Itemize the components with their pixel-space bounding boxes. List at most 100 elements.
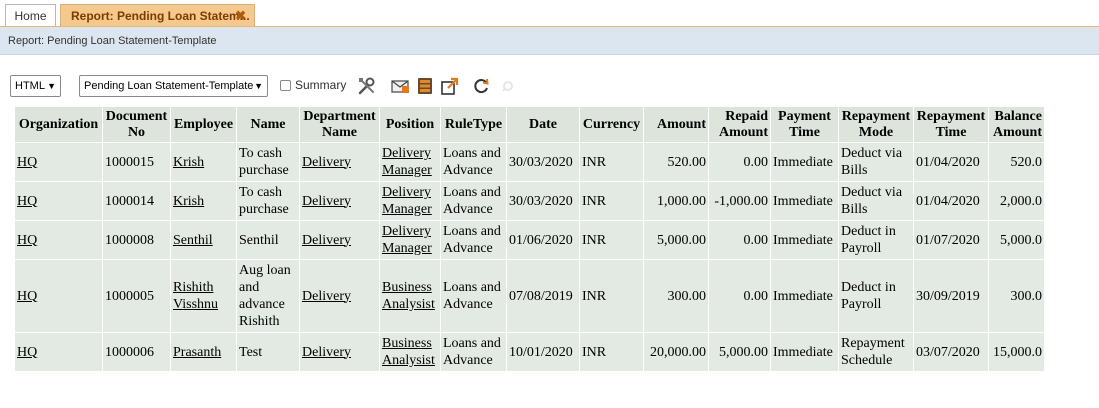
template-select[interactable]: Pending Loan Statement-Template ▼ [79, 75, 268, 97]
tab-divider [0, 26, 1099, 27]
amount-cell: 520.00 [643, 142, 709, 182]
department-link[interactable]: Delivery [299, 181, 380, 221]
position-link[interactable]: Delivery Manager [379, 142, 441, 182]
column-header: Payment Time [770, 106, 839, 143]
employee-link[interactable]: Krish [170, 181, 237, 221]
column-header: Amount [643, 106, 709, 143]
currency-cell: INR [579, 181, 644, 221]
column-header: Repayment Time [913, 106, 989, 143]
payment-time-cell: Immediate [770, 142, 839, 182]
report-toolbar: HTML ▼ Pending Loan Statement-Template ▼… [0, 70, 1099, 102]
template-select-value: Pending Loan Statement-Template [84, 80, 254, 92]
close-icon[interactable]: ✖ [235, 8, 246, 23]
column-header: RuleType [440, 106, 507, 143]
repayment-mode-cell: Repayment Schedule [838, 332, 914, 372]
amount-cell: 20,000.00 [643, 332, 709, 372]
table-row: HQ 1000014 Krish To cash purchase Delive… [14, 181, 1045, 221]
currency-cell: INR [579, 142, 644, 182]
refresh-icon[interactable] [471, 76, 491, 96]
department-link[interactable]: Delivery [299, 332, 380, 372]
payment-time-cell: Immediate [770, 181, 839, 221]
organization-link[interactable]: HQ [14, 181, 103, 221]
chevron-down-icon: ▼ [254, 81, 263, 91]
tools-icon[interactable] [357, 76, 377, 96]
column-header: Balance Amount [988, 106, 1045, 143]
repayment-time-cell: 03/07/2020 [913, 332, 989, 372]
amount-cell: 300.00 [643, 259, 709, 333]
table-header-row: Organization Document No Employee Name D… [14, 106, 1045, 143]
rule-type-cell: Loans and Advance [440, 142, 507, 182]
payment-time-cell: Immediate [770, 259, 839, 333]
repayment-mode-cell: Deduct via Bills [838, 142, 914, 182]
name-cell: Senthil [236, 220, 300, 260]
repaid-amount-cell: 0.00 [708, 259, 771, 333]
tab-report[interactable]: Report: Pending Loan Statem... ✖ [60, 4, 255, 26]
table-row: HQ 1000006 Prasanth Test Delivery Busine… [14, 332, 1045, 372]
position-link[interactable]: Delivery Manager [379, 220, 441, 260]
department-link[interactable]: Delivery [299, 220, 380, 260]
checkbox-icon [280, 80, 291, 92]
table-row: HQ 1000015 Krish To cash purchase Delive… [14, 142, 1045, 182]
name-cell: To cash purchase [236, 181, 300, 221]
payment-time-cell: Immediate [770, 332, 839, 372]
organization-link[interactable]: HQ [14, 142, 103, 182]
employee-link[interactable]: Krish [170, 142, 237, 182]
balance-amount-cell: 5,000.0 [988, 220, 1045, 260]
tab-report-label: Report: Pending Loan Statem... [71, 9, 250, 23]
employee-link[interactable]: Senthil [170, 220, 237, 260]
date-cell: 10/01/2020 [506, 332, 580, 372]
column-header: Position [379, 106, 441, 143]
position-link[interactable]: Business Analysist [379, 332, 441, 372]
department-link[interactable]: Delivery [299, 259, 380, 333]
employee-link[interactable]: Prasanth [170, 332, 237, 372]
document-no-cell: 1000005 [102, 259, 171, 333]
table-row: HQ 1000008 Senthil Senthil Delivery Deli… [14, 220, 1045, 260]
position-link[interactable]: Delivery Manager [379, 181, 441, 221]
summary-checkbox[interactable]: Summary [280, 77, 346, 93]
currency-cell: INR [579, 332, 644, 372]
repaid-amount-cell: 5,000.00 [708, 332, 771, 372]
export-icon[interactable] [415, 76, 435, 96]
format-select[interactable]: HTML ▼ [10, 75, 61, 97]
format-select-value: HTML [15, 80, 45, 92]
balance-amount-cell: 300.0 [988, 259, 1045, 333]
balance-amount-cell: 15,000.0 [988, 332, 1045, 372]
position-link[interactable]: Business Analysist [379, 259, 441, 333]
summary-label: Summary [295, 78, 347, 92]
share-icon[interactable] [440, 76, 460, 96]
breadcrumb: Report: Pending Loan Statement-Template [0, 27, 1099, 55]
currency-cell: INR [579, 259, 644, 333]
rule-type-cell: Loans and Advance [440, 220, 507, 260]
document-no-cell: 1000008 [102, 220, 171, 260]
email-icon[interactable] [390, 76, 410, 96]
date-cell: 07/08/2019 [506, 259, 580, 333]
name-cell: To cash purchase [236, 142, 300, 182]
date-cell: 30/03/2020 [506, 181, 580, 221]
column-header: Department Name [299, 106, 380, 143]
currency-cell: INR [579, 220, 644, 260]
document-no-cell: 1000015 [102, 142, 171, 182]
pin-icon [502, 81, 513, 92]
organization-link[interactable]: HQ [14, 332, 103, 372]
column-header: Repayment Mode [838, 106, 914, 143]
rule-type-cell: Loans and Advance [440, 259, 507, 333]
repaid-amount-cell: -1,000.00 [708, 181, 771, 221]
organization-link[interactable]: HQ [14, 259, 103, 333]
report-table: Organization Document No Employee Name D… [14, 106, 1045, 372]
repayment-mode-cell: Deduct in Payroll [838, 220, 914, 260]
date-cell: 01/06/2020 [506, 220, 580, 260]
repayment-time-cell: 01/04/2020 [913, 181, 989, 221]
tab-home[interactable]: Home [5, 4, 56, 26]
rule-type-cell: Loans and Advance [440, 181, 507, 221]
department-link[interactable]: Delivery [299, 142, 380, 182]
name-cell: Test [236, 332, 300, 372]
column-header: Document No [102, 106, 171, 143]
column-header: Organization [14, 106, 103, 143]
organization-link[interactable]: HQ [14, 220, 103, 260]
repayment-mode-cell: Deduct in Payroll [838, 259, 914, 333]
date-cell: 30/03/2020 [506, 142, 580, 182]
employee-link[interactable]: Rishith Visshnu [170, 259, 237, 333]
amount-cell: 1,000.00 [643, 181, 709, 221]
payment-time-cell: Immediate [770, 220, 839, 260]
table-row: HQ 1000005 Rishith Visshnu Aug loan and … [14, 259, 1045, 333]
